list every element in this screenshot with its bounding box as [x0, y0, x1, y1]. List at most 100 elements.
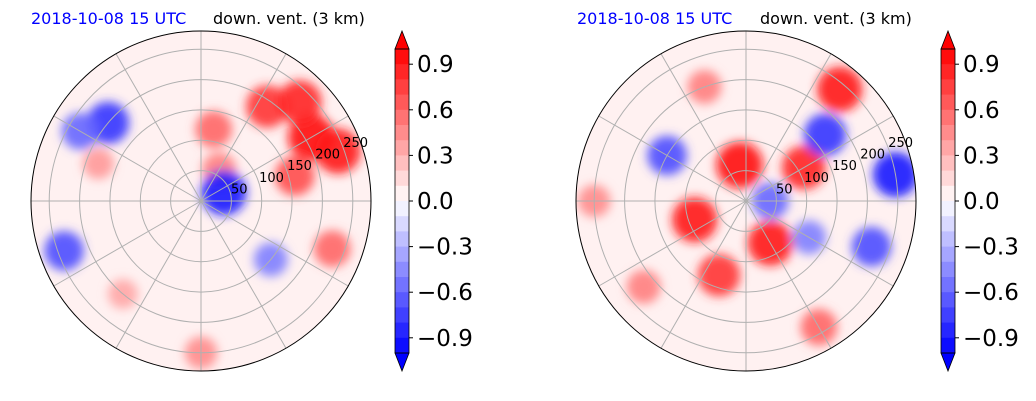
angular-gridline: [745, 200, 894, 287]
colorbar-segment: [395, 231, 409, 248]
colorbar-segment: [941, 201, 955, 217]
colorbar-tick-label: 0.6: [963, 98, 1000, 124]
colorbar-tick-label: −0.3: [963, 235, 1019, 261]
colorbar-segment: [395, 49, 409, 65]
panel-right-grid: [576, 31, 916, 371]
field-feature: [195, 110, 233, 148]
colorbar-tick-label: −0.6: [963, 280, 1019, 306]
colorbar-segment: [395, 109, 409, 126]
colorbar-segment: [941, 216, 955, 232]
colorbar-tick-label: −0.3: [417, 235, 473, 261]
colorbar-tick-label: 0.9: [963, 52, 1000, 78]
panel-left-boundary: [30, 30, 372, 372]
colorbar-segment: [395, 307, 409, 324]
panel-right: 2018-10-08 15 UTC down. vent. (3 km) 50 1…: [575, 9, 1019, 373]
radial-tick-label: 150: [832, 159, 857, 174]
radial-tick-label: 250: [888, 136, 913, 151]
colorbar-segment: [395, 79, 409, 96]
field-feature: [672, 197, 718, 243]
radial-tick-label: 200: [315, 148, 340, 163]
colorbar-tick-label: −0.6: [417, 280, 473, 306]
field-feature: [817, 66, 863, 112]
colorbar-segment: [941, 261, 955, 278]
colorbar-segment: [941, 155, 955, 172]
radial-tick-label: 50: [776, 182, 793, 197]
colorbar-segment: [941, 292, 955, 308]
colorbar-segment: [395, 246, 409, 263]
colorbar-tick-label: 0.6: [417, 98, 454, 124]
colorbar-segment: [395, 292, 409, 308]
panel-left-colorbar: 0.9 0.6 0.3 0.0 −0.3 −0.6 −0.9: [394, 29, 473, 373]
angular-gridline: [745, 115, 894, 202]
panel-right-colorbar: 0.9 0.6 0.3 0.0 −0.3 −0.6 −0.9: [940, 29, 1019, 373]
angular-gridline: [660, 200, 747, 349]
field-feature: [277, 80, 322, 125]
colorbar-tick-label: −0.9: [963, 326, 1019, 352]
colorbar-segment: [941, 125, 955, 141]
panel-right-boundary: [575, 30, 917, 372]
angular-gridline: [200, 200, 287, 349]
radial-tick-label: 200: [860, 148, 885, 163]
panel-left-grid: [31, 31, 371, 371]
panel-right-title-right: down. vent. (3 km): [760, 9, 912, 28]
angular-gridline: [115, 200, 202, 349]
colorbar-segment: [941, 277, 955, 293]
angular-gridline: [200, 200, 349, 287]
colorbar-segment: [395, 201, 409, 217]
colorbar-segment: [395, 261, 409, 278]
colorbar-segment: [395, 170, 409, 187]
field-feature: [626, 269, 661, 304]
angular-gridline: [53, 200, 202, 287]
panel-left-title-right: down. vent. (3 km): [213, 9, 365, 28]
angular-gridline: [660, 53, 747, 202]
colorbar-tick-label: 0.3: [417, 143, 454, 169]
colorbar-extend-max: [394, 29, 410, 50]
colorbar-segment: [941, 337, 955, 354]
colorbar-segment: [941, 94, 955, 111]
colorbar-segment: [941, 170, 955, 187]
colorbar-segment: [395, 337, 409, 354]
colorbar-segment: [941, 140, 955, 156]
angular-gridline: [745, 200, 832, 349]
angular-gridline: [200, 53, 287, 202]
field-feature: [803, 113, 847, 156]
colorbar-segment: [941, 307, 955, 324]
colorbar-segment: [395, 216, 409, 232]
field-feature: [246, 85, 289, 128]
angular-gridline: [598, 115, 747, 202]
angular-gridline: [115, 53, 202, 202]
colorbar-tick-label: 0.0: [417, 189, 454, 215]
field-feature: [315, 128, 361, 174]
angular-gridline: [745, 53, 832, 202]
colorbar-extend-min: [394, 352, 410, 373]
colorbar-extend-max: [940, 29, 956, 50]
radial-tick-label: 100: [259, 171, 284, 186]
colorbar-segment: [941, 246, 955, 263]
colorbar-tick-label: −0.9: [417, 326, 473, 352]
radial-tick-label: 50: [231, 182, 248, 197]
radial-tick-label: 150: [287, 159, 312, 174]
panel-left: 2018-10-08 15 UTC down. vent. (3 km) 50 1…: [30, 9, 473, 373]
colorbar-segment: [395, 64, 409, 80]
colorbar-segment: [941, 64, 955, 80]
colorbar-segment: [395, 322, 409, 339]
angular-gridline: [53, 115, 202, 202]
field-feature: [697, 254, 741, 297]
colorbar-segment: [941, 185, 955, 202]
colorbar-segment: [395, 94, 409, 111]
colorbar-segment: [941, 322, 955, 339]
colorbar-segment: [941, 231, 955, 248]
colorbar-extend-min: [940, 352, 956, 373]
radial-tick-label: 250: [343, 136, 368, 151]
colorbar-segment: [941, 79, 955, 96]
panel-left-title-left: 2018-10-08 15 UTC: [31, 9, 186, 28]
colorbar-segment: [395, 140, 409, 156]
colorbar-segment: [941, 49, 955, 65]
angular-gridline: [598, 200, 747, 287]
angular-gridline: [200, 115, 349, 202]
